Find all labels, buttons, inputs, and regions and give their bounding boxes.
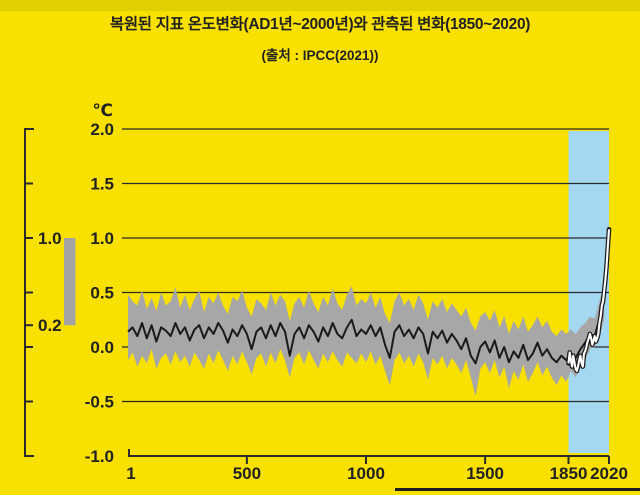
x-tick-label: 1 <box>126 464 135 483</box>
x-tick-label: 2020 <box>590 464 628 483</box>
x-tick-label: 1000 <box>347 464 385 483</box>
y-tick-label: 0.0 <box>90 338 114 357</box>
y-tick-label: 0.5 <box>90 284 114 303</box>
y-tick-label: -0.5 <box>85 393 114 412</box>
y-tick-label: 1.5 <box>90 175 114 194</box>
x-tick-label: 1850 <box>550 464 588 483</box>
reference-range-bar <box>64 238 76 326</box>
left-scale-label: 1.0 <box>38 229 62 248</box>
reconstructed-temperature-line <box>127 300 606 365</box>
y-tick-label: -1.0 <box>85 447 114 466</box>
chart-title: 복원된 지표 온도변화(AD1년~2000년)와 관측된 변화(1850~202… <box>109 16 531 33</box>
chart-source-note: (출처 : IPCC(2021)) <box>261 47 379 63</box>
left-scale-label: 0.2 <box>38 316 62 335</box>
chart-header: 복원된 지표 온도변화(AD1년~2000년)와 관측된 변화(1850~202… <box>0 16 640 64</box>
y-tick-label: 2.0 <box>90 120 114 139</box>
x-tick-label: 1500 <box>466 464 504 483</box>
observed-temperature-line <box>567 229 611 373</box>
bottom-divider-line <box>395 488 640 491</box>
y-axis-unit-label: ℃ <box>92 101 113 120</box>
x-tick-label: 500 <box>233 464 261 483</box>
y-tick-label: 1.0 <box>90 229 114 248</box>
top-edge-strip <box>0 0 640 11</box>
uncertainty-band <box>128 281 605 397</box>
